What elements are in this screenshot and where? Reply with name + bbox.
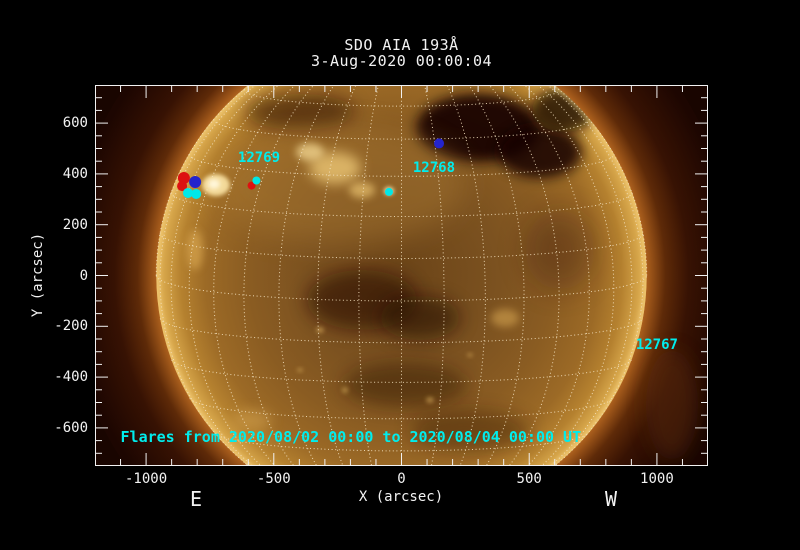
active-region-label-12768: 12768 [412,159,456,176]
west-limb-label: W [604,487,618,511]
east-limb-label: E [189,487,203,511]
y-tick-label: -600 [54,419,88,436]
x-tick-label: 1000 [640,471,674,487]
observation-timestamp: 3-Aug-2020 00:00:04 [310,52,493,70]
x-tick-label: -1000 [125,471,168,487]
x-tick-label: 500 [516,471,542,487]
active-region-label-12767: 12767 [635,337,678,354]
x-tick-label: -500 [256,471,291,487]
flare-window-annotation: Flares from 2020/08/02 00:00 to 2020/08/… [120,427,582,446]
y-tick-label: 400 [62,165,88,182]
page-title: SDO AIA 193Å [344,36,459,54]
y-tick-label: 0 [79,267,88,284]
y-tick-label: 600 [62,115,88,132]
y-tick-label: -400 [54,369,88,386]
x-tick-label: 0 [397,471,406,487]
y-tick-label: 200 [62,216,88,233]
y-tick-label: -200 [54,318,88,335]
active-region-label-12769: 12769 [237,149,281,166]
x-axis-label: X (arcsec) [358,489,444,505]
